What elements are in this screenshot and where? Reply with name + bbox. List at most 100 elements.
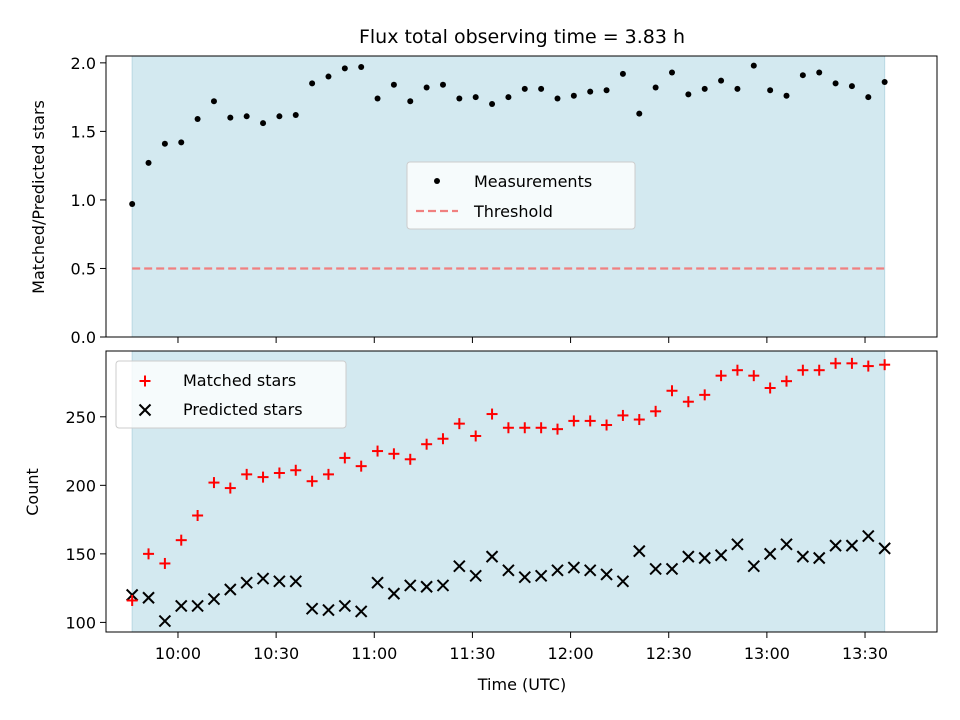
- measurement-point: [718, 77, 725, 84]
- measurement-point: [390, 81, 397, 88]
- predicted-stars-point-b: [551, 564, 564, 577]
- matched-stars-point: [748, 370, 760, 382]
- measurement-point: [636, 110, 643, 117]
- bottom-x-tick-label: 10:30: [253, 644, 299, 663]
- top-y-tick-label: 1.5: [71, 122, 96, 141]
- measurement-point: [554, 95, 561, 102]
- predicted-stars-point: [845, 539, 859, 552]
- predicted-stars-point-b: [175, 599, 188, 613]
- bottom-x-tick-label: 11:30: [449, 644, 495, 663]
- predicted-stars-point: [534, 569, 548, 583]
- measurement-point: [341, 65, 348, 72]
- measurement-point: [227, 114, 234, 121]
- predicted-stars-point: [731, 538, 744, 551]
- matched-stars-point: [601, 419, 613, 431]
- top-y-tick-label: 0.0: [71, 328, 96, 347]
- measurement-point: [734, 85, 741, 92]
- predicted-stars-point-b: [796, 550, 810, 563]
- predicted-stars-point: [175, 599, 188, 613]
- matched-stars-point: [175, 534, 187, 546]
- matched-stars-point: [421, 438, 433, 450]
- legend-predicted-label: Predicted stars: [183, 400, 303, 419]
- legend-measurements-marker: [434, 178, 440, 184]
- measurement-point: [456, 95, 463, 102]
- measurement-point: [570, 92, 577, 99]
- matched-stars-point: [781, 375, 793, 387]
- predicted-stars-point-b: [878, 542, 891, 555]
- predicted-stars-point-b: [387, 587, 401, 600]
- measurement-point: [832, 80, 839, 87]
- bottom-x-tick-label: 10:00: [155, 644, 201, 663]
- predicted-stars-point: [158, 614, 172, 628]
- measurement-point: [145, 159, 152, 166]
- matched-stars-point: [273, 467, 285, 479]
- measurement-point: [701, 85, 708, 92]
- matched-stars-point: [519, 422, 531, 434]
- legend-threshold-label: Threshold: [473, 202, 553, 221]
- predicted-stars-point: [256, 572, 270, 585]
- measurement-point: [816, 69, 823, 76]
- predicted-stars-point: [338, 599, 352, 613]
- predicted-stars-point: [191, 599, 204, 613]
- predicted-stars-point: [567, 561, 581, 574]
- measurement-point: [309, 80, 316, 87]
- predicted-stars-point-b: [469, 569, 482, 583]
- legend-matched-label: Matched stars: [183, 371, 296, 390]
- predicted-stars-point-b: [567, 561, 581, 574]
- predicted-stars-point-b: [780, 538, 793, 551]
- top-legend: Measurements Threshold: [406, 161, 636, 230]
- legend-predicted-marker: [138, 403, 152, 417]
- predicted-stars-point-b: [665, 562, 679, 576]
- measurement-point: [260, 120, 267, 127]
- predicted-stars-point: [436, 579, 450, 592]
- matched-stars-point: [650, 405, 662, 417]
- predicted-stars-point: [224, 583, 237, 596]
- predicted-stars-point: [551, 564, 564, 577]
- matched-stars-point: [797, 364, 809, 376]
- predicted-stars-point: [404, 579, 417, 592]
- predicted-stars-point: [862, 529, 875, 543]
- measurement-point: [358, 63, 365, 70]
- matched-stars-point: [502, 422, 514, 434]
- matched-stars-point: [224, 482, 236, 494]
- matched-stars-point: [208, 477, 220, 489]
- matched-stars-point: [584, 415, 596, 427]
- top-y-tick-label: 1.0: [71, 191, 96, 210]
- bottom-legend: Matched stars Predicted stars: [115, 360, 347, 429]
- matched-stars-point: [813, 364, 825, 376]
- predicted-stars-point: [665, 562, 679, 576]
- predicted-stars-point-b: [763, 547, 777, 561]
- predicted-stars-point-b: [600, 568, 613, 581]
- predicted-stars-point: [682, 550, 695, 563]
- matched-stars-point: [617, 409, 629, 421]
- predicted-stars-point: [502, 564, 515, 577]
- bottom-x-tick-label: 12:30: [646, 644, 692, 663]
- matched-stars-point: [339, 452, 351, 464]
- matched-stars-point: [633, 414, 645, 426]
- bottom-x-tick-label: 13:30: [842, 644, 888, 663]
- top-axes-frame: [105, 55, 938, 338]
- measurement-point: [292, 111, 299, 118]
- predicted-stars-point: [583, 564, 597, 577]
- measurement-point: [685, 91, 692, 98]
- predicted-stars-point: [240, 576, 253, 589]
- predicted-stars-point: [371, 576, 384, 589]
- top-plot: 0.0 0.5 1.0 1.5 2.0 Measurements Threshold: [71, 54, 938, 347]
- predicted-stars-point-b: [731, 538, 744, 551]
- predicted-stars-point-b: [273, 575, 286, 588]
- predicted-stars-point: [600, 568, 613, 581]
- bottom-y-tick-label: 200: [65, 476, 96, 495]
- predicted-stars-point-b: [649, 562, 662, 576]
- predicted-stars-point: [305, 602, 319, 615]
- measurement-point: [374, 95, 381, 102]
- measurement-point: [276, 113, 283, 120]
- matched-stars-point: [830, 357, 842, 369]
- measurement-point: [767, 87, 774, 94]
- predicted-stars-point: [354, 605, 368, 618]
- bottom-legend-box: [115, 360, 347, 429]
- matched-stars-point: [862, 360, 874, 372]
- predicted-stars-point-b: [338, 599, 352, 613]
- measurement-point: [505, 94, 512, 101]
- top-y-tick-label: 0.5: [71, 259, 96, 278]
